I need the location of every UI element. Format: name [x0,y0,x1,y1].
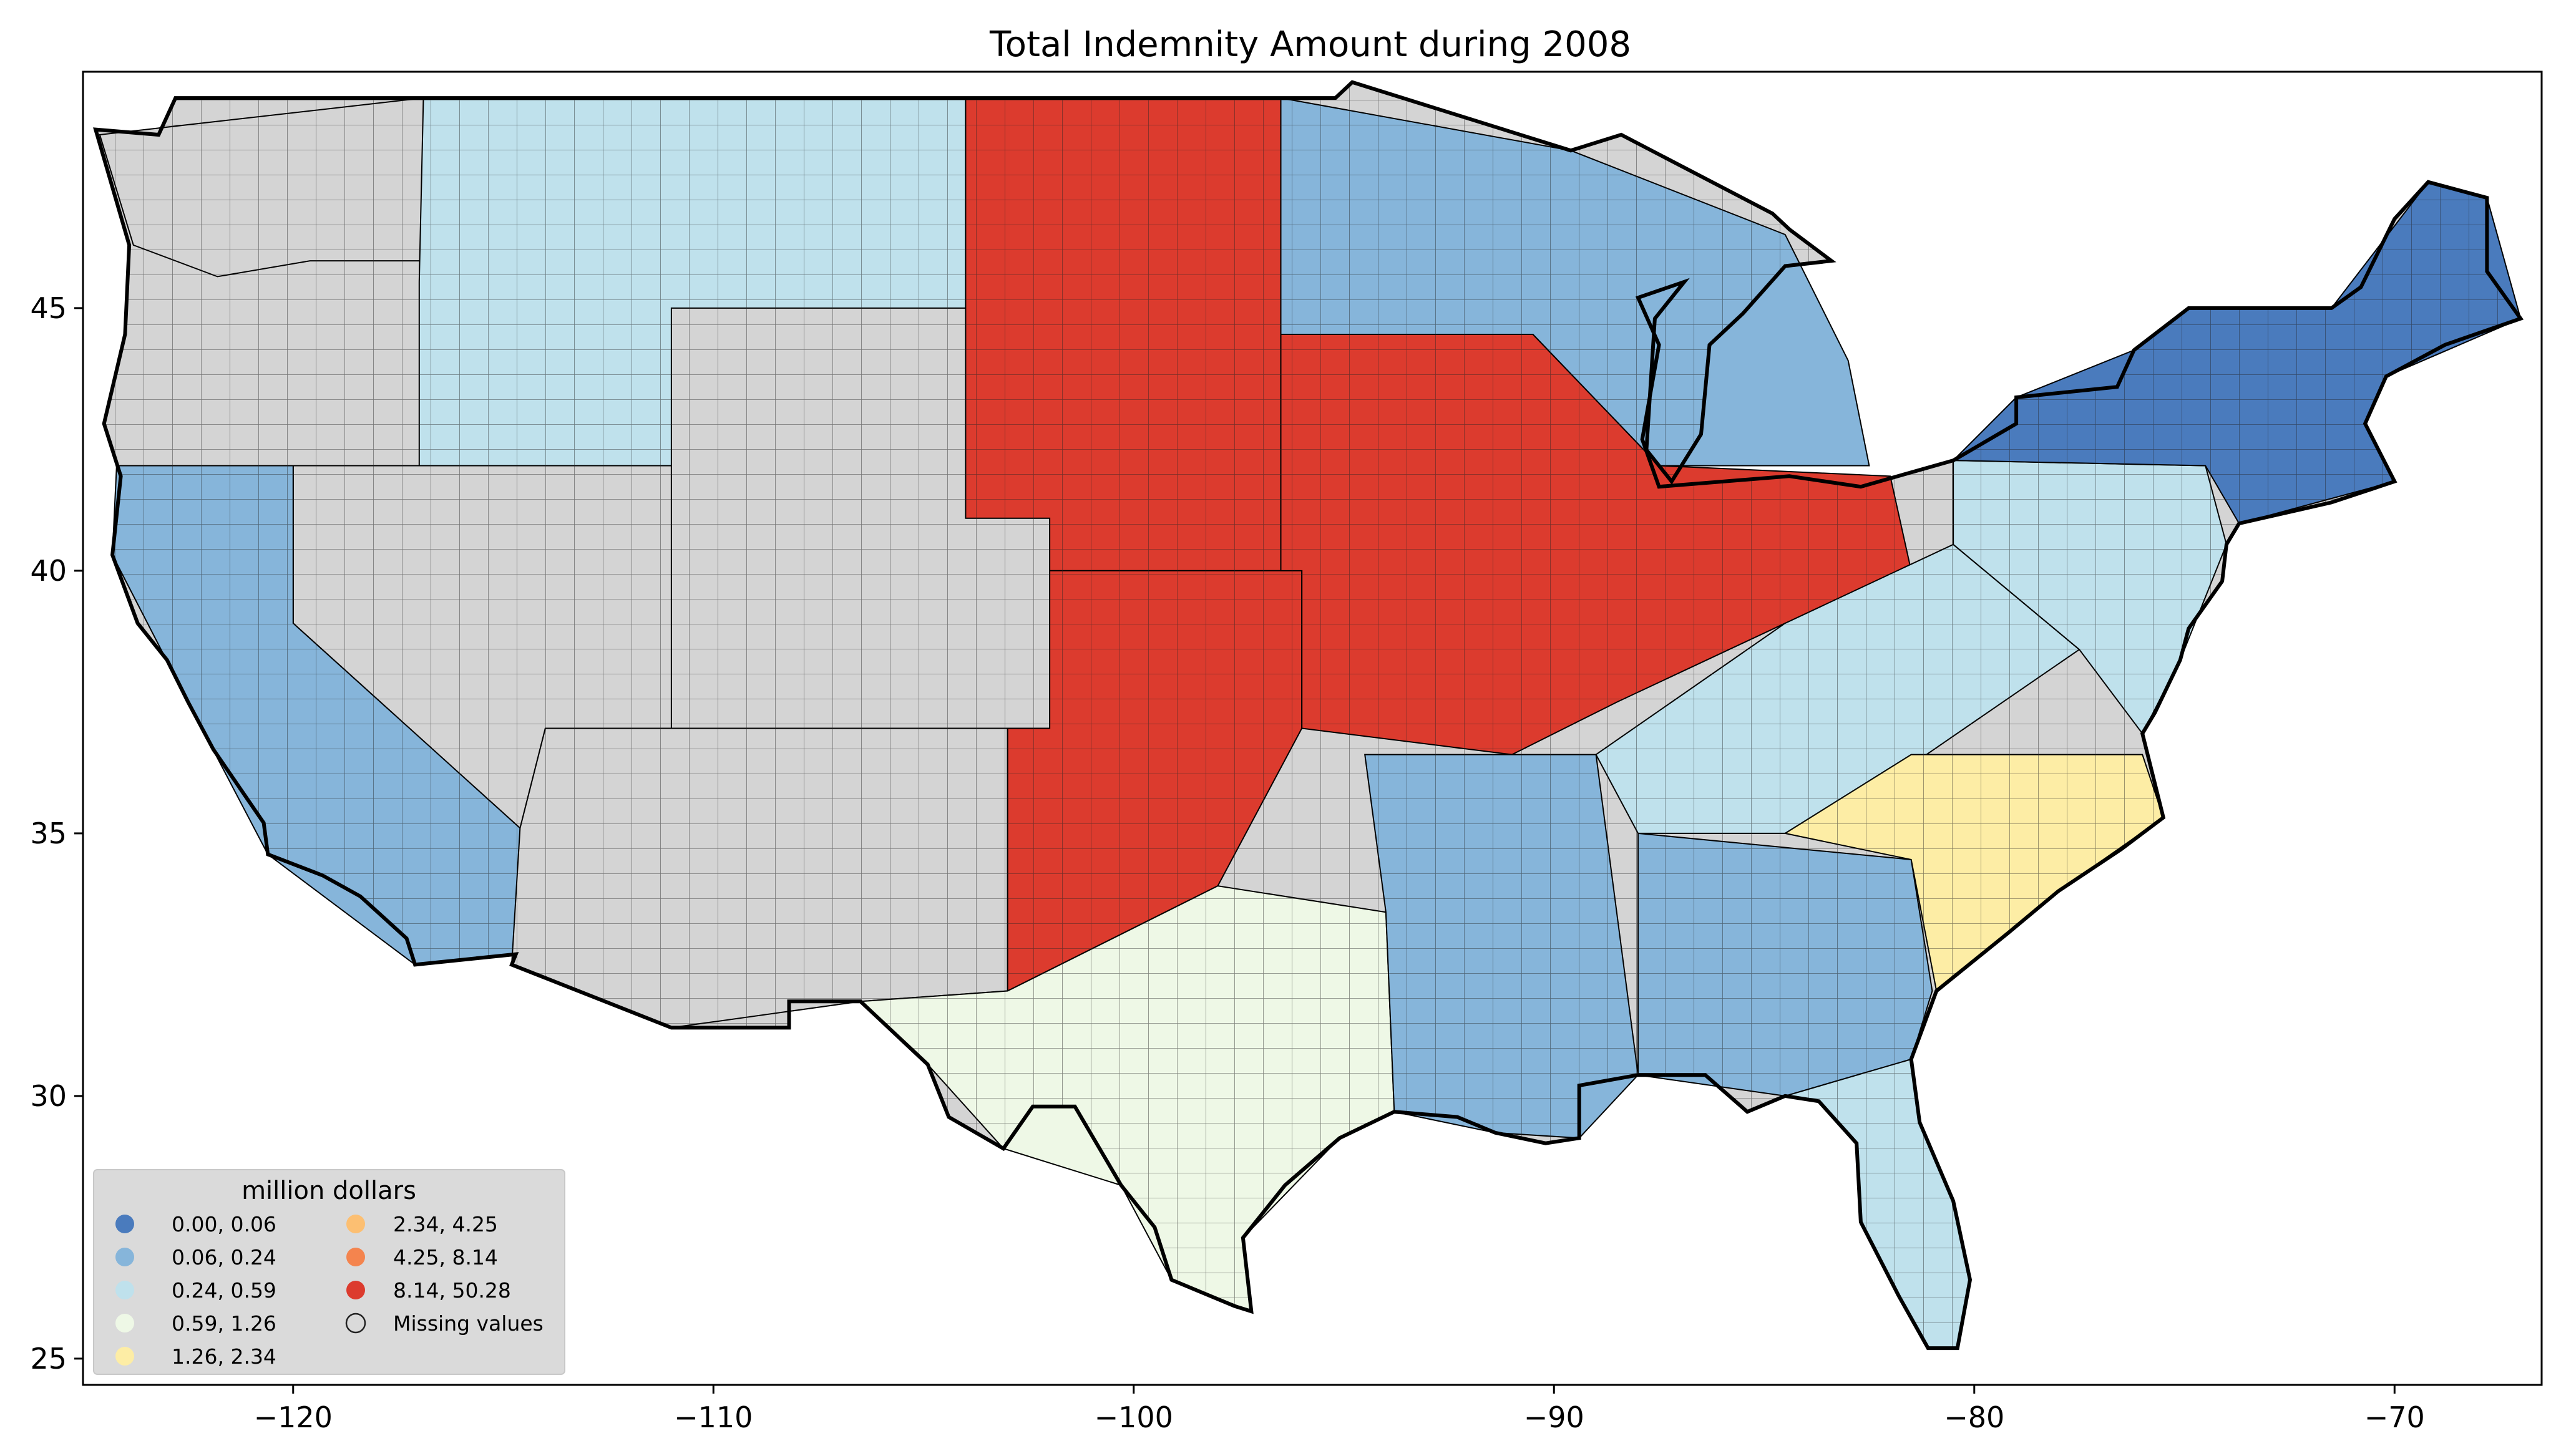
legend-marker [115,1314,134,1332]
legend-marker [115,1248,134,1266]
x-tick-label: −80 [1944,1400,2004,1434]
x-tick-label: −100 [1095,1400,1173,1434]
x-tick-label: −70 [2364,1400,2425,1434]
legend-marker [115,1215,134,1233]
legend-label: 4.25, 8.14 [393,1245,498,1269]
map-layer [93,80,2524,1351]
y-tick-label: 45 [30,291,67,325]
x-tick-label: −90 [1524,1400,1584,1434]
legend-label: 0.06, 0.24 [172,1245,276,1269]
legend-marker [346,1215,365,1233]
legend-label: Missing values [393,1311,544,1336]
x-tick-label: −110 [674,1400,753,1434]
y-tick-label: 40 [30,554,67,588]
axes-frame [82,70,2543,1386]
legend-box [93,1169,565,1375]
us-border [93,80,2524,1351]
legend-label: 1.26, 2.34 [172,1344,276,1369]
legend-label: 0.24, 0.59 [172,1278,276,1303]
y-axis: 25 30 35 40 45 [30,291,83,1376]
legend-marker [346,1281,365,1299]
legend-label: 0.59, 1.26 [172,1311,276,1336]
legend-label: 2.34, 4.25 [393,1212,498,1236]
legend-marker [345,1313,366,1334]
chart-title: Total Indemnity Amount during 2008 [989,24,1631,65]
legend-marker [115,1347,134,1366]
legend-label: 0.00, 0.06 [172,1212,276,1236]
legend-entries: 0.00, 0.06 0.06, 0.24 0.24, 0.59 0.59, 1.26… [115,1212,544,1369]
y-tick-label: 30 [30,1079,67,1113]
legend-marker [346,1248,365,1266]
x-tick-label: −120 [254,1400,333,1434]
y-tick-label: 25 [30,1342,67,1376]
legend-marker [115,1281,134,1299]
y-tick-label: 35 [30,817,67,850]
x-axis: −120 −110 −100 −90 −80 −70 [254,1385,2425,1434]
legend-title: million dollars [241,1177,416,1205]
legend-label: 8.14, 50.28 [393,1278,511,1303]
legend: million dollars 0.00, 0.06 0.06, 0.24 0.24… [93,1169,565,1375]
